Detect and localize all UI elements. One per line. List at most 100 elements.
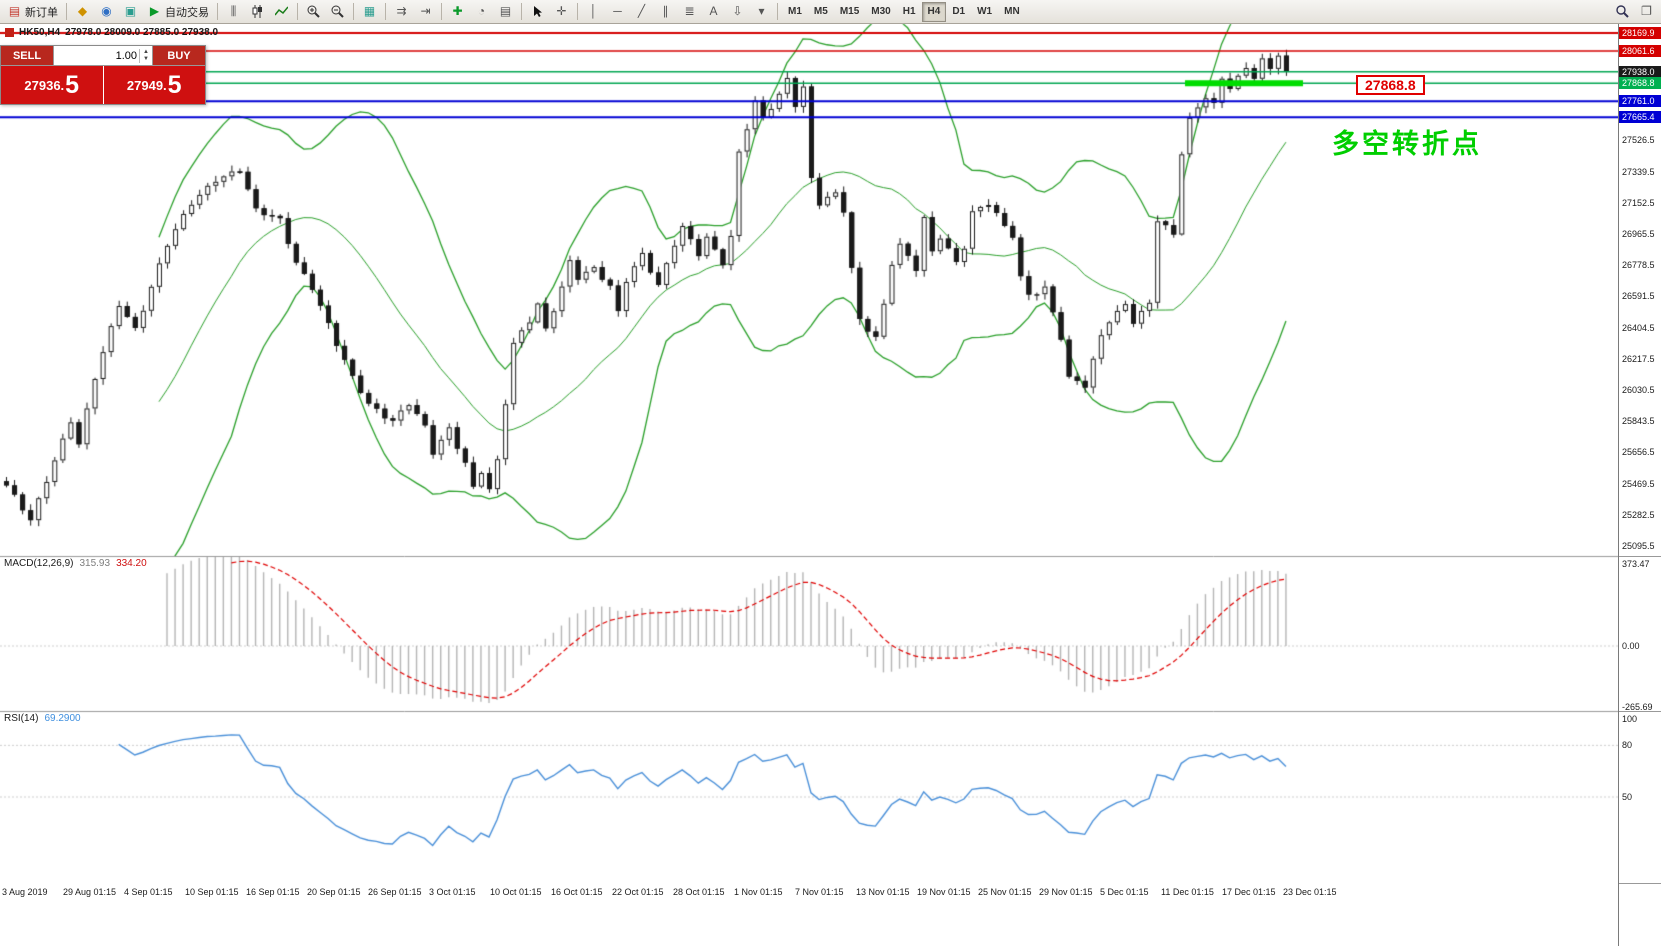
time-axis-label: 19 Nov 01:15 — [917, 887, 971, 897]
text-icon: A — [709, 4, 718, 18]
timeframe-mn-button[interactable]: MN — [998, 2, 1026, 22]
cursor-icon — [530, 4, 545, 19]
navigator-button[interactable]: ◉ — [95, 2, 118, 22]
time-axis-label: 1 Nov 01:15 — [734, 887, 783, 897]
symbol-icon — [5, 28, 14, 37]
price-axis[interactable]: 28169.9 28061.6 27938.0 27868.8 27761.0 27665… — [1618, 24, 1661, 946]
time-axis-label: 29 Nov 01:15 — [1039, 887, 1093, 897]
vertical-line-button[interactable]: │ — [582, 2, 605, 22]
toolbar-separator — [441, 3, 442, 20]
shapes-dropdown-icon: ▾ — [758, 4, 765, 18]
rsi-scale-label: 80 — [1622, 740, 1633, 751]
fibonacci-icon: ≣ — [684, 4, 695, 18]
time-axis-label: 11 Dec 01:15 — [1161, 887, 1214, 897]
rsi-title: RSI(14) 69.2900 — [4, 713, 81, 724]
volume-stepper[interactable]: ▲ ▼ — [139, 48, 152, 63]
toolbar: ▤ 新订单 ◆ ◉ ▣ ▶ 自动交易 ⫼ ▦ ⇉ ⇥ ✚ ◔ ▤ — [0, 0, 1661, 24]
trendline-button[interactable]: ╱ — [630, 2, 653, 22]
time-axis-label: 28 Oct 01:15 — [673, 887, 725, 897]
rsi-scale-label: 100 — [1622, 714, 1638, 724]
charts-button[interactable]: ◆ — [71, 2, 94, 22]
sell-button[interactable]: SELL — [1, 46, 53, 65]
price-scale-label: 26404.5 — [1622, 322, 1655, 333]
templates-button[interactable]: ▤ — [494, 2, 517, 22]
buy-price-button[interactable]: 27949. 5 — [103, 66, 205, 104]
candlestick-chart-button[interactable] — [246, 2, 269, 22]
price-badge: 27761.0 — [1619, 95, 1661, 108]
symbol-period-label: HK50,H4 — [19, 27, 61, 38]
horizontal-line-button[interactable]: ─ — [606, 2, 629, 22]
time-axis-label: 5 Dec 01:15 — [1100, 887, 1149, 897]
price-level-label[interactable]: 27868.8 — [1356, 75, 1425, 95]
timeframe-h4-button[interactable]: H4 — [921, 1, 947, 22]
macd-scale-label: 373.47 — [1622, 559, 1650, 569]
new-order-label: 新订单 — [25, 6, 58, 19]
time-axis-label: 26 Sep 01:15 — [368, 887, 422, 897]
indicators-icon: ✚ — [452, 4, 463, 18]
cursor-button[interactable] — [526, 2, 549, 22]
time-axis-label: 23 Dec 01:15 — [1283, 887, 1337, 897]
toolbar-separator — [297, 3, 298, 20]
timeframe-m15-button[interactable]: M15 — [834, 2, 865, 22]
zoom-in-button[interactable] — [302, 2, 325, 22]
toolbar-separator — [66, 3, 67, 20]
terminal-button[interactable]: ▣ — [119, 2, 142, 22]
rsi-scale-label: 50 — [1622, 792, 1633, 802]
arrows-button[interactable]: ⇩ — [726, 2, 749, 22]
chart-header: HK50,H4 27978.0 28009.0 27885.0 27938.0 — [5, 27, 218, 38]
new-order-button[interactable]: ▤ 新订单 — [3, 2, 62, 22]
time-axis[interactable]: 3 Aug 2019 29 Aug 01:15 4 Sep 01:15 10 Sep … — [0, 883, 1618, 946]
chart-canvas[interactable] — [0, 0, 1618, 946]
sell-price-button[interactable]: 27936. 5 — [1, 66, 104, 104]
price-scale-label: 27152.5 — [1622, 197, 1655, 208]
price-scale-label: 25095.5 — [1622, 540, 1655, 551]
search-button[interactable] — [1611, 2, 1634, 22]
toolbar-separator — [521, 3, 522, 20]
timeframe-h1-button[interactable]: H1 — [897, 2, 922, 22]
text-button[interactable]: A — [702, 2, 725, 22]
tile-windows-button[interactable]: ▦ — [358, 2, 381, 22]
channel-button[interactable]: ∥ — [654, 2, 677, 22]
stepper-up-icon[interactable]: ▲ — [143, 48, 149, 55]
timeframe-m5-button[interactable]: M5 — [808, 2, 834, 22]
timeframe-d1-button[interactable]: D1 — [946, 2, 971, 22]
volume-input[interactable] — [54, 49, 139, 62]
tile-windows-icon: ▦ — [363, 4, 376, 18]
panel-divider — [1619, 711, 1661, 712]
auto-scroll-icon: ⇉ — [396, 4, 407, 18]
macd-name: MACD(12,26,9) — [4, 558, 74, 569]
charts-icon: ◆ — [77, 4, 88, 18]
crosshair-icon: ✛ — [556, 4, 567, 18]
autotrading-icon: ▶ — [149, 4, 160, 18]
bar-chart-icon: ⫼ — [230, 4, 237, 18]
time-axis-label: 4 Sep 01:15 — [124, 887, 173, 897]
crosshair-button[interactable]: ✛ — [550, 2, 573, 22]
autotrading-label: 自动交易 — [165, 6, 209, 19]
timeframe-m30-button[interactable]: M30 — [865, 2, 896, 22]
buy-price-big-digit: 5 — [167, 70, 182, 99]
indicators-button[interactable]: ✚ — [446, 2, 469, 22]
buy-price: 27949. — [126, 77, 167, 93]
turning-point-note[interactable]: 多空转折点 — [1332, 129, 1482, 159]
auto-scroll-button[interactable]: ⇉ — [390, 2, 413, 22]
timeframe-m1-button[interactable]: M1 — [782, 2, 808, 22]
time-axis-label: 17 Dec 01:15 — [1222, 887, 1276, 897]
fibonacci-button[interactable]: ≣ — [678, 2, 701, 22]
zoom-out-button[interactable] — [326, 2, 349, 22]
time-axis-label: 16 Sep 01:15 — [246, 887, 300, 897]
bar-chart-button[interactable]: ⫼ — [222, 2, 245, 22]
price-scale-label: 26965.5 — [1622, 228, 1655, 239]
price-scale-label: 25656.5 — [1622, 447, 1655, 458]
periods-button[interactable]: ◔ — [470, 2, 493, 22]
line-chart-button[interactable] — [270, 2, 293, 22]
channel-icon: ∥ — [662, 4, 669, 18]
shapes-dropdown-button[interactable]: ▾ — [750, 2, 773, 22]
chart-shift-button[interactable]: ⇥ — [414, 2, 437, 22]
autotrading-button[interactable]: ▶ 自动交易 — [143, 2, 213, 22]
one-click-trading-panel: SELL ▲▼ BUY 27936. 5 27949. 5 — [0, 45, 206, 105]
buy-button[interactable]: BUY — [153, 46, 205, 65]
timeframe-w1-button[interactable]: W1 — [971, 2, 998, 22]
new-window-button[interactable]: ❐ — [1635, 2, 1658, 22]
stepper-down-icon[interactable]: ▼ — [143, 55, 149, 62]
